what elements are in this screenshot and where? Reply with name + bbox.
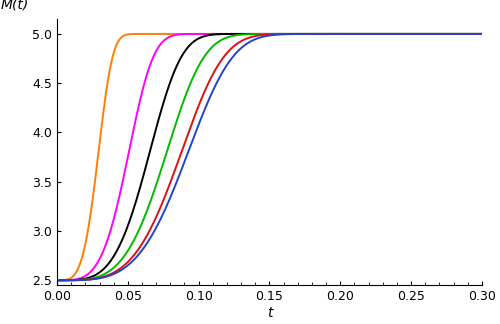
Y-axis label: M(t): M(t) [0, 0, 28, 11]
X-axis label: t: t [266, 306, 272, 320]
